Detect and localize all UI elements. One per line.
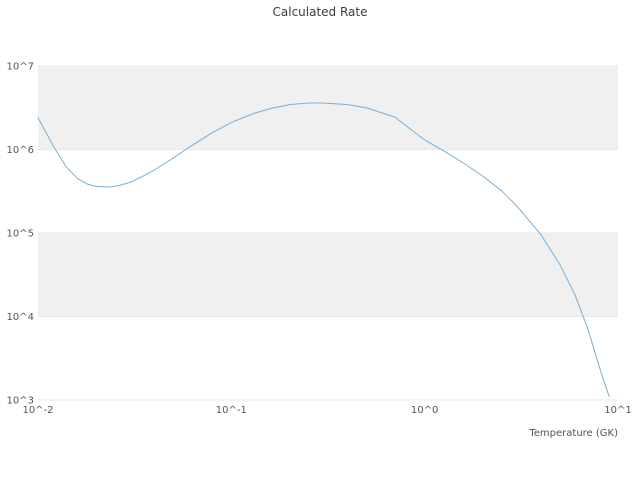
- x-tick-label: 10^-2: [22, 405, 53, 416]
- band-layer: [38, 66, 618, 317]
- grid-layer: [38, 65, 618, 401]
- decade-band: [38, 233, 618, 317]
- x-tick-labels: 10^-2 10^-1 10^0 10^1: [22, 405, 631, 416]
- rate-line: [37, 102, 610, 398]
- y-tick-label: 10^7: [7, 62, 34, 73]
- x-tick-label: 10^1: [604, 405, 631, 416]
- x-tick-label: 10^0: [411, 405, 438, 416]
- x-tick-label: 10^-1: [216, 405, 247, 416]
- y-tick-label: 10^6: [7, 145, 34, 156]
- y-tick-label: 10^3: [7, 396, 34, 407]
- x-axis-label: Temperature (GK): [528, 428, 618, 439]
- y-tick-label: 10^5: [7, 229, 34, 240]
- chart-title: Calculated Rate: [273, 5, 368, 19]
- y-tick-label: 10^4: [7, 312, 34, 323]
- decade-band: [38, 66, 618, 150]
- y-tick-labels: 10^3 10^4 10^5 10^6 10^7: [7, 62, 34, 407]
